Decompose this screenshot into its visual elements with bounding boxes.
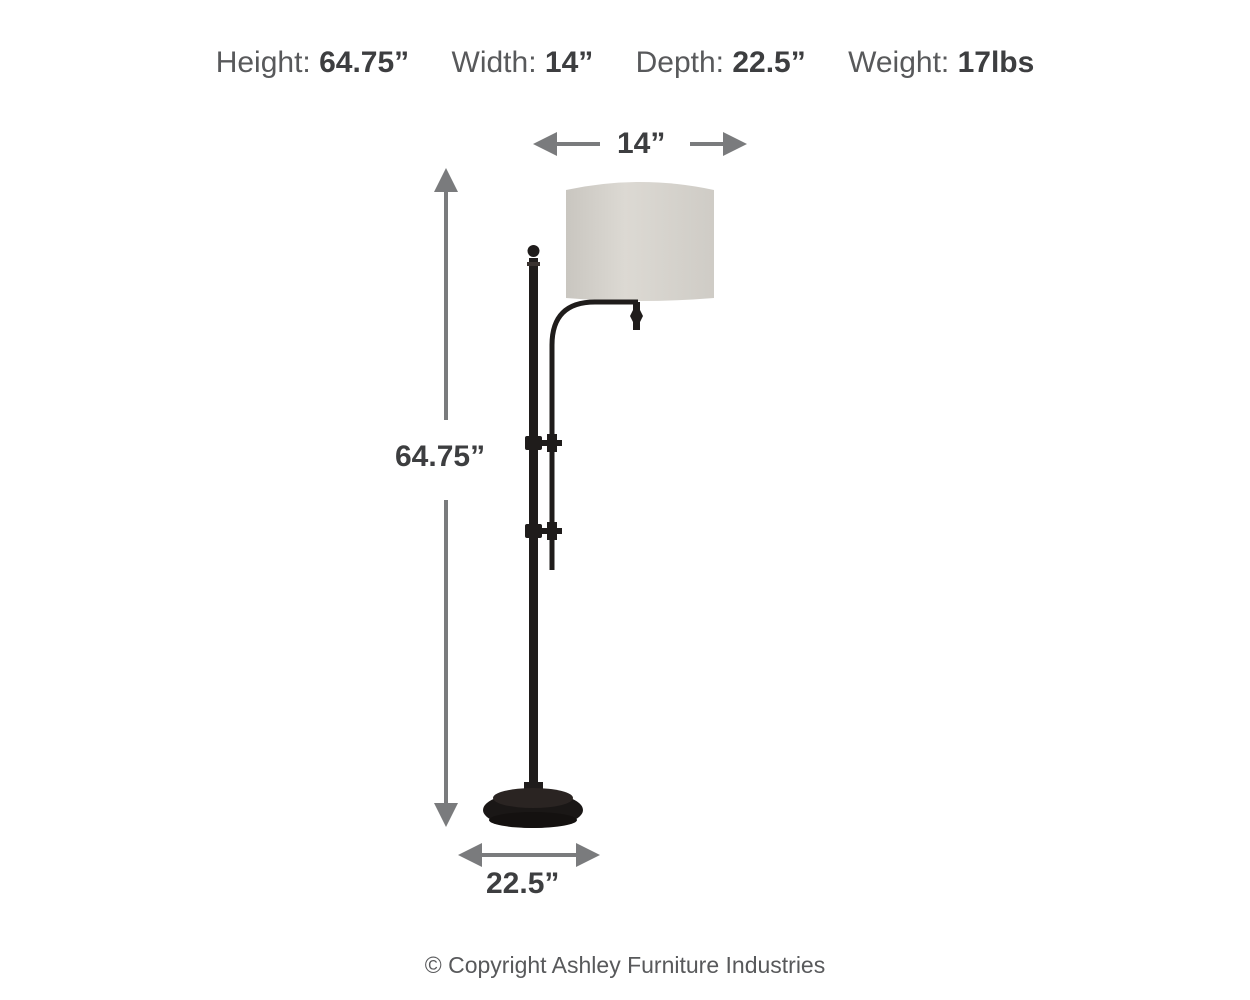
spec-value: 22.5” [732, 46, 806, 79]
spec-value: 64.75” [319, 46, 410, 79]
depth-spec: Depth: 22.5” [636, 46, 806, 79]
floor-lamp-image [483, 182, 714, 828]
spec-label: Depth: [635, 46, 724, 79]
weight-spec: Weight: 17lbs [848, 46, 1034, 79]
lamp-shade [566, 182, 714, 301]
spec-label: Height: [215, 46, 311, 79]
spec-label: Weight: [848, 46, 950, 79]
copyright-notice: © Copyright Ashley Furniture Industries [424, 952, 826, 978]
spec-label: Width: [451, 46, 537, 79]
depth-label: 22.5” [486, 867, 560, 900]
width-spec: Width: 14” [452, 46, 594, 79]
spec-value: 14” [544, 46, 594, 79]
width-label: 14” [617, 127, 666, 160]
spec-value: 17lbs [957, 46, 1035, 79]
height-spec: Height: 64.75” [216, 46, 409, 79]
height-label: 64.75” [395, 440, 486, 473]
dimensions-header: Height: 64.75” Width: 14” Depth: 22.5” W… [0, 46, 1250, 80]
